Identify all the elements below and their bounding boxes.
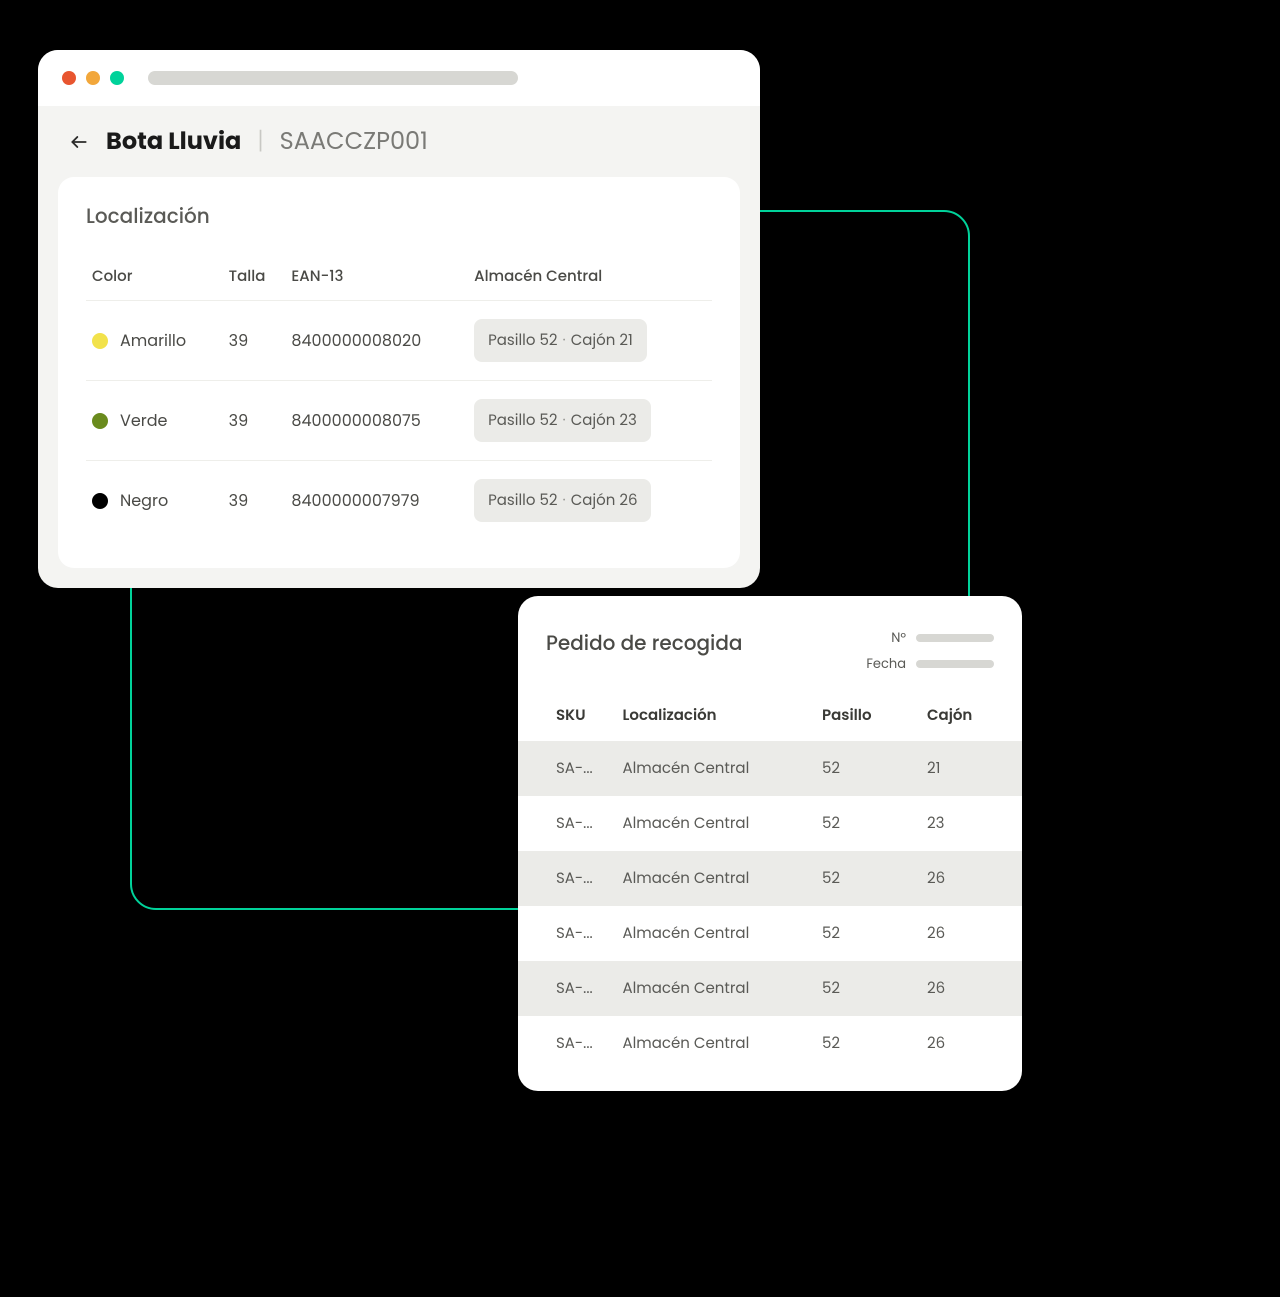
localizacion-card: Localización Color Talla EAN-13 Almacén … [58,177,740,568]
color-swatch-icon [92,493,108,509]
localizacion-table: Color Talla EAN-13 Almacén Central Amari… [86,253,712,540]
sku-value: SA-... [518,851,613,906]
pill-separator-icon: · [563,330,566,351]
window-titlebar [38,50,760,106]
col-header-cajon: Cajón [917,690,1022,741]
pasillo-value: 52 [812,851,917,906]
cajon-value: 26 [917,961,1022,1016]
location-pasillo: Pasillo 52 [488,330,557,351]
table-row: SA-...Almacén Central5226 [518,851,1022,906]
table-row: SA-...Almacén Central5223 [518,796,1022,851]
location-pill: Pasillo 52 ·Cajón 21 [474,319,647,362]
pickup-window: Pedido de recogida Nº Fecha SKU Localiza… [518,596,1022,1091]
col-header-sku: SKU [518,690,613,741]
sku-value: SA-... [518,1016,613,1071]
meta-numero-label: Nº [891,628,906,648]
table-row: SA-...Almacén Central5226 [518,906,1022,961]
color-swatch-icon [92,413,108,429]
col-header-ean: EAN-13 [285,253,468,301]
traffic-minimize-icon[interactable] [86,71,100,85]
loc-value: Almacén Central [613,741,813,796]
cajon-value: 26 [917,906,1022,961]
cajon-value: 26 [917,1016,1022,1071]
color-name: Verde [120,408,167,433]
sku-value: SA-... [518,906,613,961]
location-pasillo: Pasillo 52 [488,410,557,431]
pickup-table: SKU Localización Pasillo Cajón SA-...Alm… [518,690,1022,1071]
loc-value: Almacén Central [613,1016,813,1071]
pill-separator-icon: · [563,410,566,431]
pickup-header: Pedido de recogida Nº Fecha [518,628,1022,690]
talla-value: 39 [223,461,286,541]
col-header-talla: Talla [223,253,286,301]
browser-window: Bota Lluvia | SAACCZP001 Localización Co… [38,50,760,588]
meta-numero-value [916,634,994,642]
loc-value: Almacén Central [613,961,813,1016]
color-swatch-icon [92,333,108,349]
location-cajon: Cajón 23 [571,410,637,431]
meta-fecha-value [916,660,994,668]
breadcrumb-title: Bota Lluvia [106,124,241,159]
table-row: SA-...Almacén Central5221 [518,741,1022,796]
pasillo-value: 52 [812,961,917,1016]
cajon-value: 23 [917,796,1022,851]
loc-value: Almacén Central [613,796,813,851]
col-header-color: Color [86,253,223,301]
pill-separator-icon: · [563,490,566,511]
talla-value: 39 [223,381,286,461]
back-arrow-icon[interactable] [68,131,90,153]
sku-value: SA-... [518,741,613,796]
table-row: Amarillo 398400000008020 Pasillo 52 ·Cajón … [86,301,712,381]
ean-value: 8400000008075 [285,381,468,461]
color-name: Amarillo [120,328,186,353]
pasillo-value: 52 [812,741,917,796]
location-pasillo: Pasillo 52 [488,490,557,511]
pickup-meta: Nº Fecha [866,628,994,674]
meta-fecha-label: Fecha [866,654,906,674]
col-header-loc: Localización [613,690,813,741]
pasillo-value: 52 [812,1016,917,1071]
col-header-almacen: Almacén Central [468,253,712,301]
table-row: Verde 398400000008075 Pasillo 52 ·Cajón 23 [86,381,712,461]
sku-value: SA-... [518,961,613,1016]
col-header-pasillo: Pasillo [812,690,917,741]
talla-value: 39 [223,301,286,381]
pasillo-value: 52 [812,906,917,961]
location-pill: Pasillo 52 ·Cajón 23 [474,399,651,442]
location-pill: Pasillo 52 ·Cajón 26 [474,479,651,522]
location-cajon: Cajón 26 [571,490,638,511]
color-name: Negro [120,488,168,513]
cajon-value: 26 [917,851,1022,906]
table-row: Negro 398400000007979 Pasillo 52 ·Cajón 26 [86,461,712,541]
breadcrumb-code: SAACCZP001 [280,124,428,159]
traffic-close-icon[interactable] [62,71,76,85]
table-row: SA-...Almacén Central5226 [518,1016,1022,1071]
cajon-value: 21 [917,741,1022,796]
url-bar[interactable] [148,71,518,85]
ean-value: 8400000007979 [285,461,468,541]
location-cajon: Cajón 21 [571,330,633,351]
breadcrumb-separator: | [257,124,263,159]
traffic-maximize-icon[interactable] [110,71,124,85]
pasillo-value: 52 [812,796,917,851]
sku-value: SA-... [518,796,613,851]
pickup-title: Pedido de recogida [546,628,742,658]
card-title: Localización [86,201,712,231]
table-row: SA-...Almacén Central5226 [518,961,1022,1016]
ean-value: 8400000008020 [285,301,468,381]
loc-value: Almacén Central [613,906,813,961]
breadcrumb: Bota Lluvia | SAACCZP001 [38,106,760,177]
loc-value: Almacén Central [613,851,813,906]
